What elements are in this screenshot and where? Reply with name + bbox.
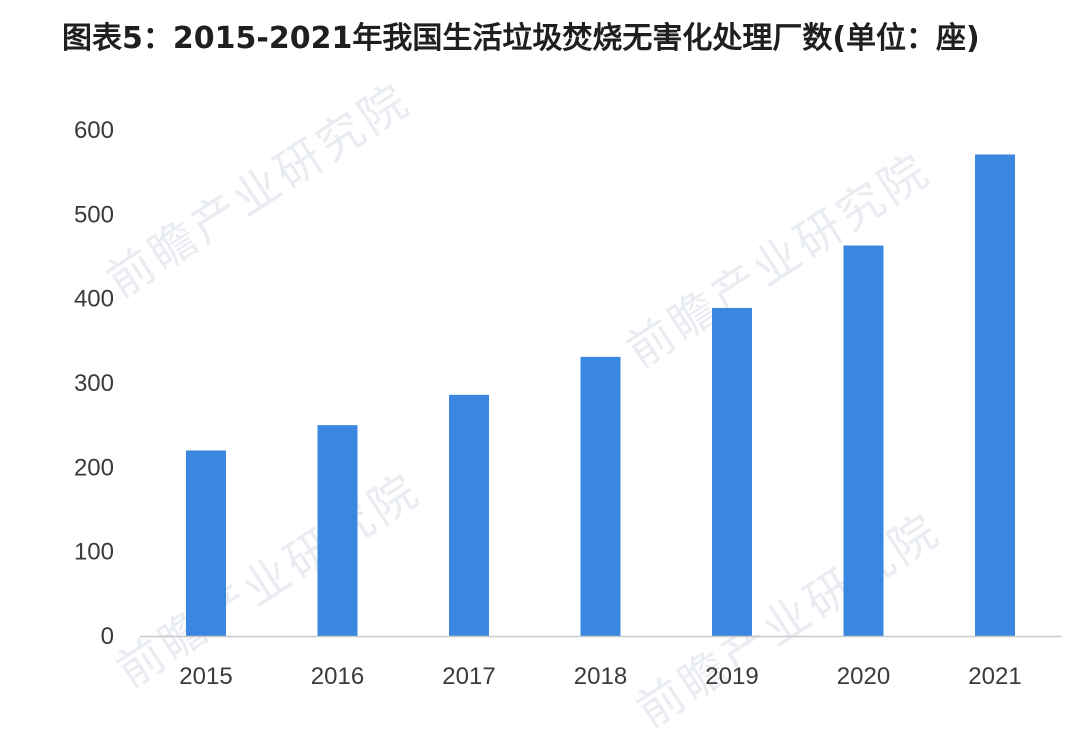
y-tick-label: 500 [74, 201, 114, 228]
y-tick-label: 0 [101, 623, 114, 650]
x-tick-label: 2021 [968, 663, 1021, 690]
x-tick-label: 2017 [442, 663, 495, 690]
bar-2018 [580, 356, 621, 636]
y-tick-label: 200 [74, 454, 114, 481]
y-tick-label: 600 [74, 117, 114, 144]
bar-2021 [975, 154, 1015, 636]
x-tick-label: 2018 [574, 663, 627, 690]
y-tick-label: 300 [74, 370, 114, 397]
bar-2015 [186, 450, 226, 636]
y-axis-labels: 0 100 200 300 400 500 600 [74, 117, 114, 650]
bar-2019 [712, 307, 752, 636]
x-axis-labels: 2015 2016 2017 2018 2019 2020 2021 [179, 663, 1021, 690]
y-tick-label: 100 [74, 539, 114, 566]
bars [186, 154, 1015, 636]
bar-2017 [449, 394, 489, 636]
bar-2020 [843, 245, 884, 636]
x-tick-label: 2015 [179, 663, 232, 690]
x-tick-label: 2016 [311, 663, 364, 690]
chart-title: 图表5：2015-2021年我国生活垃圾焚烧无害化处理厂数(单位：座) [62, 21, 980, 56]
y-tick-label: 400 [74, 286, 114, 313]
bar-2016 [317, 425, 358, 636]
x-tick-label: 2020 [837, 663, 890, 690]
x-tick-label: 2019 [705, 663, 758, 690]
